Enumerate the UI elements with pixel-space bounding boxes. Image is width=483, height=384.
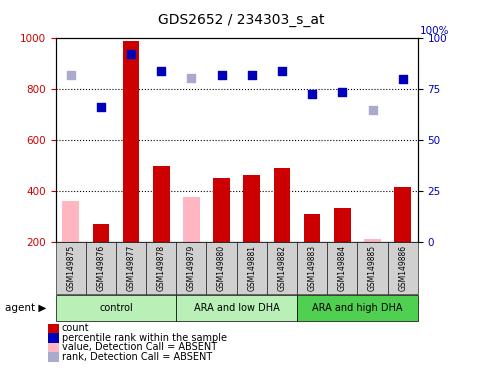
Point — [248, 72, 256, 78]
Bar — [334, 208, 351, 242]
Text: ARA and high DHA: ARA and high DHA — [312, 303, 403, 313]
Point — [97, 104, 105, 110]
Text: GSM149883: GSM149883 — [308, 245, 317, 291]
Bar — [93, 224, 109, 242]
Text: control: control — [99, 303, 133, 313]
Bar — [304, 214, 320, 242]
Point — [187, 75, 195, 81]
Text: count: count — [62, 323, 89, 333]
Text: GSM149875: GSM149875 — [66, 245, 75, 291]
Text: GSM149886: GSM149886 — [398, 245, 407, 291]
Point — [278, 68, 286, 74]
Point — [218, 72, 226, 78]
Point — [127, 51, 135, 57]
Text: ARA and low DHA: ARA and low DHA — [194, 303, 280, 313]
Text: value, Detection Call = ABSENT: value, Detection Call = ABSENT — [62, 343, 217, 353]
Text: 100%: 100% — [420, 26, 450, 36]
Text: GSM149880: GSM149880 — [217, 245, 226, 291]
Bar — [123, 41, 139, 242]
Text: GSM149879: GSM149879 — [187, 245, 196, 291]
Bar — [364, 239, 381, 242]
Point — [67, 72, 74, 78]
Bar — [153, 166, 170, 242]
Bar — [62, 201, 79, 242]
Point — [339, 89, 346, 95]
Text: percentile rank within the sample: percentile rank within the sample — [62, 333, 227, 343]
Text: GSM149878: GSM149878 — [156, 245, 166, 291]
Text: GSM149876: GSM149876 — [96, 245, 105, 291]
Bar — [213, 178, 230, 242]
Point — [369, 107, 376, 113]
Text: GDS2652 / 234303_s_at: GDS2652 / 234303_s_at — [158, 13, 325, 27]
Text: GSM149884: GSM149884 — [338, 245, 347, 291]
Text: GSM149881: GSM149881 — [247, 245, 256, 291]
Point — [157, 68, 165, 74]
Text: GSM149885: GSM149885 — [368, 245, 377, 291]
Text: GSM149877: GSM149877 — [127, 245, 136, 291]
Text: GSM149882: GSM149882 — [277, 245, 286, 291]
Bar — [243, 174, 260, 242]
Text: agent ▶: agent ▶ — [5, 303, 46, 313]
Bar — [395, 187, 411, 242]
Point — [308, 91, 316, 98]
Bar — [274, 168, 290, 242]
Text: rank, Detection Call = ABSENT: rank, Detection Call = ABSENT — [62, 352, 212, 362]
Bar — [183, 197, 199, 242]
Point — [399, 76, 407, 82]
